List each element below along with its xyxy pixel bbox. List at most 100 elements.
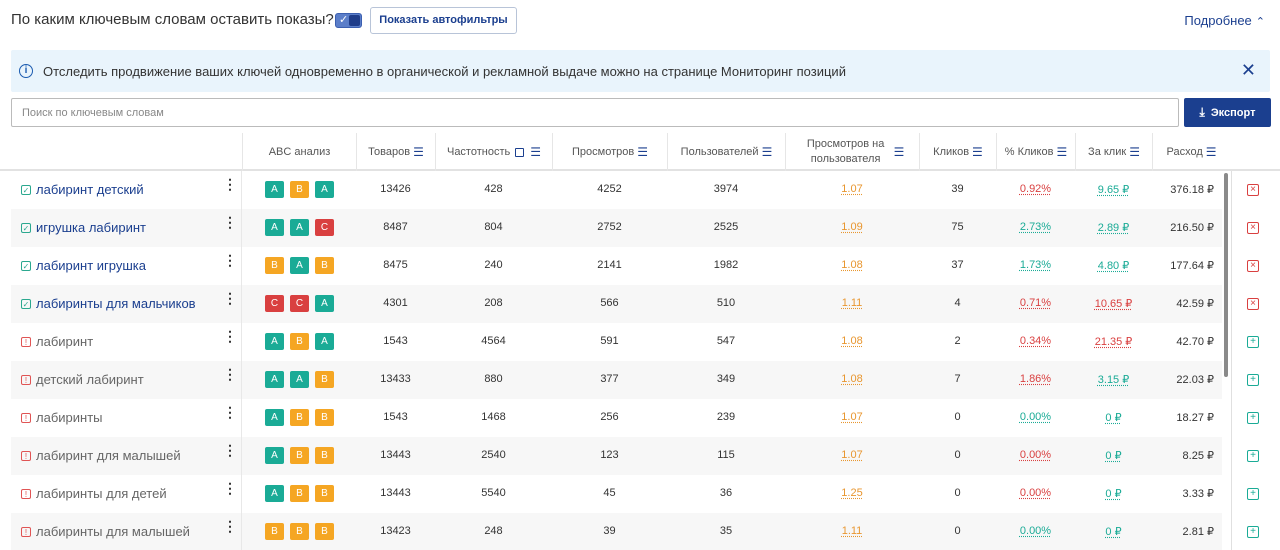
add-icon[interactable]: + [1247, 374, 1259, 386]
keyword-label[interactable]: лабиринты для малышей [36, 524, 190, 539]
sort-icon[interactable]: ☰ [972, 145, 983, 159]
keyword-label[interactable]: лабиринт для малышей [36, 448, 181, 463]
sort-icon[interactable]: ☰ [1129, 145, 1140, 159]
keyword-cell[interactable]: ! детский лабиринт [21, 372, 144, 387]
more-vertical-icon[interactable]: ⋮ [223, 290, 237, 306]
sort-icon[interactable]: ☰ [637, 145, 648, 159]
keyword-cell[interactable]: ✓ лабиринты для мальчиков [21, 296, 196, 311]
scrollbar[interactable] [1224, 173, 1228, 377]
export-button[interactable]: ⤓ Экспорт [1184, 98, 1271, 127]
show-autofilters-button[interactable]: Показать автофильтры [370, 7, 517, 34]
sort-icon[interactable]: ☰ [893, 145, 905, 159]
sort-icon[interactable]: ☰ [413, 145, 424, 159]
sort-icon[interactable]: ☰ [761, 145, 773, 159]
add-icon[interactable]: + [1247, 450, 1259, 462]
col-frequency[interactable]: Частотность ☰ [435, 133, 552, 171]
remove-icon[interactable]: × [1247, 184, 1259, 196]
calendar-icon[interactable] [515, 147, 525, 157]
keyword-label[interactable]: игрушка лабиринт [36, 220, 146, 235]
sort-icon[interactable]: ☰ [530, 145, 541, 159]
abc-badge: B [290, 485, 309, 502]
keyword-cell[interactable]: ! лабиринт для малышей [21, 448, 181, 463]
keyword-cell[interactable]: ! лабиринты для малышей [21, 524, 190, 539]
keyword-label[interactable]: лабиринты для мальчиков [36, 296, 196, 311]
cell-clicks: 7 [954, 373, 961, 385]
add-icon[interactable]: + [1247, 336, 1259, 348]
keyword-search-input[interactable] [11, 98, 1179, 127]
checkbox-excluded-icon[interactable]: ! [21, 374, 31, 385]
keyword-cell[interactable]: ! лабиринт [21, 334, 93, 349]
close-icon[interactable]: ✕ [1240, 60, 1256, 80]
checkbox-checked-icon[interactable]: ✓ [21, 260, 31, 271]
cell-click-pct: 0.92% [1019, 183, 1052, 195]
checkbox-excluded-icon[interactable]: ! [21, 450, 31, 461]
remove-icon[interactable]: × [1247, 298, 1259, 310]
sort-icon[interactable]: ☰ [1056, 145, 1068, 159]
col-spend[interactable]: Расход ☰ [1152, 133, 1230, 171]
keyword-toggle[interactable]: ✓ [335, 13, 362, 28]
cell-views: 2141 [597, 259, 622, 271]
checkbox-checked-icon[interactable]: ✓ [21, 222, 31, 233]
col-views[interactable]: Просмотров ☰ [552, 133, 667, 171]
keyword-cell[interactable]: ! лабиринты [21, 410, 103, 425]
sort-icon[interactable]: ☰ [1205, 145, 1217, 159]
more-vertical-icon[interactable]: ⋮ [223, 366, 237, 382]
more-vertical-icon[interactable]: ⋮ [223, 176, 237, 192]
keyword-cell[interactable]: ✓ игрушка лабиринт [21, 220, 146, 235]
checkbox-checked-icon[interactable]: ✓ [21, 298, 31, 309]
more-link[interactable]: Подробнее ⌃ [1184, 13, 1265, 28]
cell-click-pct: 0.34% [1019, 335, 1052, 347]
cell-users: 510 [716, 297, 736, 309]
table-header: ABC анализ Товаров ☰ Частотность ☰ Просмот… [0, 133, 1280, 171]
col-views-per-user[interactable]: Просмотров на пользователя ☰ [785, 133, 919, 171]
keyword-label[interactable]: лабиринты [36, 410, 103, 425]
cell-vpu: 1.25 [841, 487, 863, 499]
abc-badge: B [265, 257, 284, 274]
cell-users: 547 [716, 335, 736, 347]
remove-icon[interactable]: × [1247, 260, 1259, 272]
abc-badge: B [290, 181, 309, 198]
column-divider [241, 171, 242, 209]
keyword-cell[interactable]: ✓ лабиринт игрушка [21, 258, 146, 273]
keyword-label[interactable]: лабиринт детский [36, 182, 144, 197]
more-vertical-icon[interactable]: ⋮ [223, 442, 237, 458]
col-clicks[interactable]: Кликов ☰ [919, 133, 996, 171]
table-row: ! детский лабиринт ⋮ A A B 13433 880 377 349 1.08 7… [11, 361, 1222, 399]
keyword-cell[interactable]: ✓ лабиринт детский [21, 182, 144, 197]
add-icon[interactable]: + [1247, 488, 1259, 500]
more-vertical-icon[interactable]: ⋮ [223, 404, 237, 420]
more-vertical-icon[interactable]: ⋮ [223, 328, 237, 344]
checkbox-excluded-icon[interactable]: ! [21, 526, 31, 537]
add-icon[interactable]: + [1247, 412, 1259, 424]
keyword-label[interactable]: детский лабиринт [36, 372, 144, 387]
actions-divider [1231, 171, 1232, 550]
col-users[interactable]: Пользователей ☰ [667, 133, 785, 171]
chevron-up-icon: ⌃ [1255, 16, 1265, 28]
col-click-pct[interactable]: % Кликов ☰ [996, 133, 1075, 171]
checkbox-excluded-icon[interactable]: ! [21, 488, 31, 499]
checkbox-excluded-icon[interactable]: ! [21, 336, 31, 347]
cell-users: 239 [716, 411, 736, 423]
cell-click-pct: 0.00% [1019, 449, 1052, 461]
keyword-cell[interactable]: ! лабиринты для детей [21, 486, 167, 501]
more-vertical-icon[interactable]: ⋮ [223, 214, 237, 230]
checkbox-checked-icon[interactable]: ✓ [21, 184, 31, 195]
col-per-click[interactable]: За клик ☰ [1075, 133, 1152, 171]
more-vertical-icon[interactable]: ⋮ [223, 480, 237, 496]
cell-vpu: 1.07 [841, 411, 863, 423]
add-icon[interactable]: + [1247, 526, 1259, 538]
col-goods[interactable]: Товаров ☰ [356, 133, 435, 171]
more-link-label: Подробнее [1184, 13, 1252, 28]
cell-views: 39 [603, 525, 616, 537]
checkbox-excluded-icon[interactable]: ! [21, 412, 31, 423]
keyword-label[interactable]: лабиринты для детей [36, 486, 167, 501]
cell-per-click: 3.15 ₽ [1097, 374, 1130, 386]
more-vertical-icon[interactable]: ⋮ [223, 518, 237, 534]
col-abc: ABC анализ [242, 133, 356, 171]
remove-icon[interactable]: × [1247, 222, 1259, 234]
keyword-label[interactable]: лабиринт [36, 334, 94, 349]
cell-goods: 1543 [383, 411, 408, 423]
keyword-label[interactable]: лабиринт игрушка [36, 258, 146, 273]
more-vertical-icon[interactable]: ⋮ [223, 252, 237, 268]
